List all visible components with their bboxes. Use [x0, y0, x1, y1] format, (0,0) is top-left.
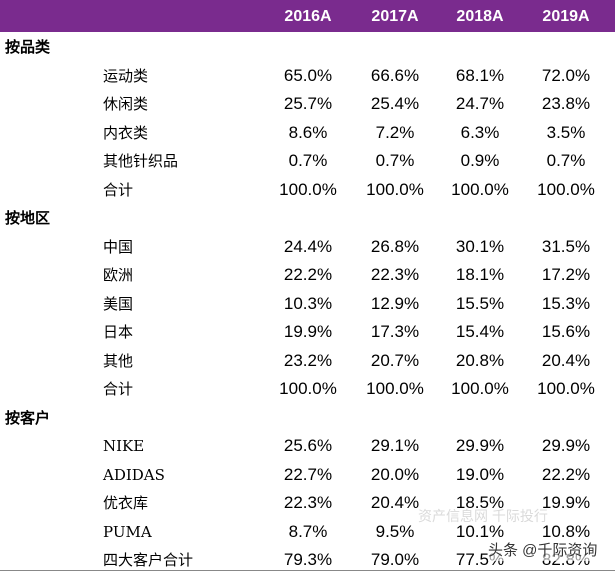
- cell-value: 18.1%: [455, 265, 505, 284]
- cell-value: 26.8%: [370, 236, 420, 256]
- cell-value: 24.4%: [283, 236, 333, 256]
- row-label: 四大客户合计: [103, 551, 194, 569]
- cell-value: 10.1%: [455, 521, 505, 541]
- cell-value: 15.3%: [541, 293, 591, 313]
- row-label: 日本: [103, 323, 134, 341]
- column-header: 2019A: [542, 8, 590, 25]
- row-label: 美国: [103, 294, 134, 313]
- cell-value: 79.3%: [283, 550, 333, 569]
- row-label: 其他: [103, 351, 134, 370]
- cell-value: 22.7%: [283, 464, 333, 484]
- row-label: 欧洲: [103, 266, 134, 284]
- cell-value: 31.5%: [541, 236, 591, 256]
- cell-value: 0.7%: [288, 151, 328, 170]
- cell-value: 20.4%: [370, 493, 420, 512]
- cell-value: 22.3%: [370, 265, 420, 284]
- cell-value: 20.7%: [370, 350, 420, 370]
- cell-value: 19.9%: [541, 493, 591, 512]
- cell-value: 22.3%: [283, 493, 333, 512]
- cell-value: 6.3%: [460, 122, 500, 142]
- row-label: ADIDAS: [103, 465, 165, 484]
- cell-value: 15.4%: [455, 322, 505, 341]
- cell-value: 25.6%: [283, 436, 333, 455]
- row-label: NIKE: [103, 437, 145, 455]
- cell-value: 68.1%: [455, 65, 505, 85]
- cell-value: 17.2%: [541, 265, 591, 284]
- cell-value: 100.0%: [451, 379, 509, 398]
- row-label: 运动类: [103, 66, 149, 85]
- cell-value: 10.3%: [283, 293, 333, 313]
- cell-value: 24.7%: [455, 94, 505, 113]
- watermark: 头条 @千际资询: [488, 541, 598, 561]
- cell-value: 100.0%: [537, 179, 595, 199]
- cell-value: 20.4%: [541, 350, 591, 370]
- cell-value: 22.2%: [283, 265, 333, 284]
- section-title: 按品类: [5, 38, 51, 56]
- cell-value: 15.5%: [455, 293, 505, 313]
- row-label: 内衣类: [103, 123, 149, 142]
- cell-value: 7.2%: [375, 122, 415, 142]
- cell-value: 100.0%: [537, 379, 595, 398]
- cell-value: 10.8%: [541, 521, 591, 541]
- cell-value: 0.7%: [375, 151, 415, 170]
- cell-value: 15.6%: [541, 322, 591, 341]
- column-header: 2017A: [371, 8, 419, 25]
- row-label: 中国: [103, 237, 134, 256]
- cell-value: 23.8%: [541, 94, 591, 113]
- cell-value: 30.1%: [455, 236, 505, 256]
- row-label: PUMA: [103, 522, 152, 541]
- row-label: 优衣库: [103, 494, 149, 512]
- cell-value: 100.0%: [366, 179, 424, 199]
- header-bar: [0, 0, 615, 32]
- cell-value: 100.0%: [366, 379, 424, 398]
- cell-value: 25.7%: [283, 94, 333, 113]
- cell-value: 23.2%: [283, 350, 333, 370]
- cell-value: 8.7%: [288, 521, 328, 541]
- cell-value: 22.2%: [541, 464, 591, 484]
- row-label: 合计: [103, 380, 134, 398]
- cell-value: 17.3%: [370, 322, 420, 341]
- cell-value: 18.5%: [455, 493, 505, 512]
- cell-value: 29.9%: [455, 436, 505, 455]
- cell-value: 79.0%: [370, 550, 420, 569]
- cell-value: 0.9%: [460, 151, 500, 170]
- cell-value: 8.6%: [288, 122, 328, 142]
- cell-value: 3.5%: [546, 122, 586, 142]
- row-label: 合计: [103, 180, 134, 199]
- cell-value: 19.0%: [455, 464, 505, 484]
- bottom-rule: [0, 570, 615, 571]
- row-label: 其他针织品: [103, 152, 179, 170]
- cell-value: 19.9%: [283, 322, 333, 341]
- cell-value: 72.0%: [541, 65, 591, 85]
- cell-value: 66.6%: [370, 65, 420, 85]
- cell-value: 65.0%: [283, 65, 333, 85]
- cell-value: 12.9%: [370, 293, 420, 313]
- column-header: 2016A: [284, 8, 332, 25]
- section-title: 按地区: [5, 209, 51, 227]
- section-title: 按客户: [5, 408, 51, 427]
- cell-value: 29.1%: [370, 436, 420, 455]
- watermark: 资产信息网 千际投行: [418, 508, 548, 524]
- cell-value: 9.5%: [375, 521, 415, 541]
- cell-value: 100.0%: [279, 179, 337, 199]
- cell-value: 100.0%: [451, 179, 509, 199]
- cell-value: 0.7%: [546, 151, 586, 170]
- column-header: 2018A: [456, 8, 504, 25]
- cell-value: 29.9%: [541, 436, 591, 455]
- cell-value: 100.0%: [279, 379, 337, 398]
- cell-value: 25.4%: [370, 94, 420, 113]
- cell-value: 20.8%: [455, 350, 505, 370]
- row-label: 休闲类: [103, 95, 149, 113]
- cell-value: 20.0%: [370, 464, 420, 484]
